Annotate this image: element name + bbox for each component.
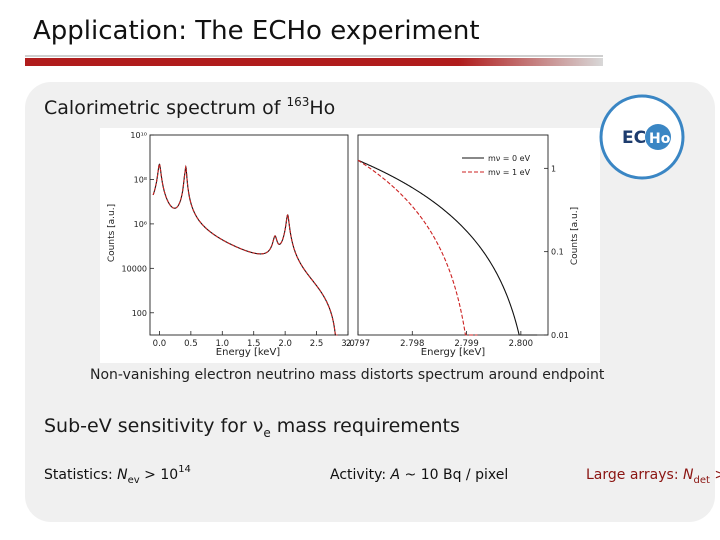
right-x-tick-label: 2.799 — [454, 339, 478, 349]
statistics-requirement: Statistics: Nev > 1014 — [44, 464, 191, 486]
right-x-tick-label: 2.800 — [509, 339, 533, 349]
activity-prefix: Activity: — [330, 467, 391, 483]
left-x-tick-label: 1.5 — [247, 339, 261, 349]
heading2-suffix: mass requirements — [270, 415, 460, 437]
left-x-tick-label: 2.5 — [310, 339, 324, 349]
arrays-sub: det — [693, 475, 710, 486]
arrays-prefix: Large arrays: — [586, 467, 684, 483]
logo-ho-text: Ho — [649, 131, 671, 147]
spectrum-figure: 0.0 0.5 1.0 1.5 2.0 2.5 3.0 100 10000 10⁶ 10⁸ 10¹⁰ … — [100, 128, 600, 363]
endpoint-curve-0ev — [357, 159, 538, 336]
endpoint-curve-1ev — [357, 159, 478, 336]
left-x-axis-label: Energy [keV] — [216, 347, 281, 358]
logo-ec-text: EC — [622, 128, 646, 148]
stats-prefix: Statistics: — [44, 467, 118, 483]
stats-sub: ev — [127, 475, 140, 486]
arrays-requirement: Large arrays: Ndet > — [586, 467, 720, 486]
arrays-var: N — [683, 467, 694, 483]
full-spectrum-curve-1ev — [152, 163, 338, 336]
spectrum-subtitle: Calorimetric spectrum of 163Ho — [44, 95, 336, 119]
right-y-tick-label: 0.01 — [551, 331, 569, 340]
echo-logo: EC Ho — [599, 94, 685, 180]
left-y-tick-label: 10¹⁰ — [130, 131, 147, 140]
right-x-axis-label: Energy [keV] — [421, 347, 486, 358]
activity-rest: ~ 10 Bq / pixel — [400, 467, 509, 483]
left-y-axis-label: Counts [a.u.] — [107, 204, 117, 262]
right-x-tick-label: 2.797 — [346, 339, 370, 349]
left-x-tick-label: 0.5 — [184, 339, 198, 349]
title-accent-rule — [25, 55, 603, 66]
left-y-tick-label: 10000 — [122, 264, 147, 273]
arrays-rest: > — [710, 467, 720, 483]
heading2-nu-sub: e — [263, 426, 271, 440]
right-x-tick-label: 2.798 — [400, 339, 424, 349]
sensitivity-heading: Sub-eV sensitivity for νe mass requireme… — [44, 415, 460, 440]
right-y-tick-label: 1 — [551, 164, 556, 173]
heading2-nu: ν — [252, 415, 264, 437]
stats-var: N — [117, 467, 128, 483]
legend-label-1ev: mν = 1 eV — [488, 168, 531, 177]
subtitle-element: Ho — [309, 97, 336, 119]
stats-rel: > 10 — [139, 467, 179, 483]
legend-label-0ev: mν = 0 eV — [488, 154, 531, 163]
full-spectrum-curve-0ev — [152, 163, 338, 336]
left-y-tick-label: 100 — [132, 309, 147, 318]
left-x-tick-label: 0.0 — [153, 339, 167, 349]
right-y-tick-label: 0.1 — [551, 248, 564, 257]
subtitle-isotope-mass: 163 — [286, 95, 310, 109]
activity-var: A — [390, 467, 401, 483]
endpoint-zoom-frame — [357, 134, 549, 336]
spectrum-svg: 0.0 0.5 1.0 1.5 2.0 2.5 3.01001000010⁶10⁸10¹⁰ … — [107, 131, 580, 358]
left-y-tick-label: 10⁶ — [134, 220, 147, 229]
heading2-prefix: Sub-eV sensitivity for — [44, 415, 253, 437]
stats-sup: 14 — [178, 464, 191, 475]
subtitle-prefix: Calorimetric spectrum of — [44, 97, 287, 119]
slide-title: Application: The ECHo experiment — [33, 16, 480, 46]
left-y-tick-label: 10⁸ — [134, 175, 147, 184]
activity-requirement: Activity: A ~ 10 Bq / pixel — [330, 467, 508, 483]
left-x-tick-label: 2.0 — [278, 339, 292, 349]
full-spectrum-frame — [149, 134, 349, 336]
legend: mν = 0 eV mν = 1 eV — [462, 154, 531, 177]
left-x-tick-label: 1.0 — [216, 339, 230, 349]
figure-caption: Non-vanishing electron neutrino mass dis… — [90, 367, 605, 383]
left-x-tick-label: 3.0 — [341, 339, 355, 349]
logo-ring — [599, 94, 685, 180]
logo-ho-disc — [645, 124, 671, 150]
right-y-axis-label: Counts [a.u.] — [570, 207, 580, 265]
